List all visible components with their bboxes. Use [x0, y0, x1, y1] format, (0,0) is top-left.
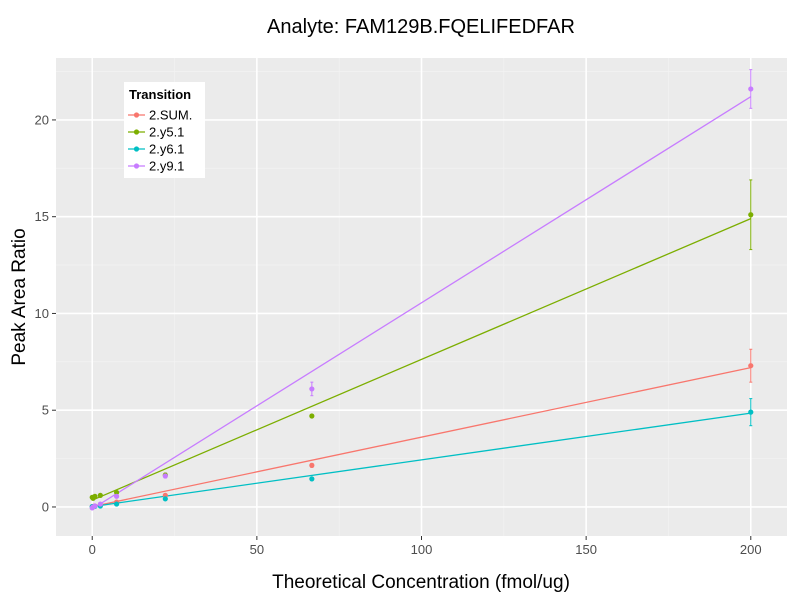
legend-key-point-2-sum — [133, 112, 140, 118]
data-point-2-y6-1 — [748, 409, 754, 415]
x-tick-label: 0 — [89, 542, 96, 557]
x-tick-label: 150 — [575, 542, 597, 557]
y-tick-label: 5 — [42, 403, 49, 418]
data-points — [89, 86, 754, 511]
data-point-2-y5-1 — [92, 493, 98, 499]
data-point-2-y6-1 — [309, 476, 315, 482]
data-point-2-y9-1 — [113, 493, 120, 499]
legend-label-2-sum: 2.SUM. — [149, 108, 192, 123]
y-tick-labels: 0 5 10 15 20 — [35, 112, 49, 514]
legend-entries: 2.SUM. 2.y5.1 2.y6.1 2.y9.1 — [128, 108, 192, 174]
x-tick-labels: 0 50 100 150 200 — [89, 542, 762, 557]
data-point-2-y5-1 — [309, 413, 315, 419]
y-tick-label: 0 — [42, 499, 49, 514]
data-point-2-sum — [309, 462, 315, 468]
data-point-2-y9-1 — [92, 503, 98, 509]
y-axis-title: Peak Area Ratio — [9, 228, 30, 365]
legend-key-point-2-y9-1 — [133, 163, 140, 169]
legend-label-2-y5-1: 2.y5.1 — [149, 125, 184, 140]
data-point-2-y6-1 — [113, 501, 120, 507]
fit-line-2-y5-1 — [91, 218, 752, 501]
x-tick-label: 50 — [250, 542, 264, 557]
y-tick-label: 15 — [35, 209, 49, 224]
x-tick-label: 200 — [740, 542, 762, 557]
legend-title: Transition — [129, 87, 191, 102]
major-gridlines — [56, 58, 787, 536]
legend-key-point-2-y5-1 — [133, 129, 140, 135]
data-point-2-y6-1 — [162, 496, 168, 502]
data-point-2-sum — [748, 363, 754, 369]
data-point-2-y9-1 — [309, 386, 315, 392]
y-tick-label: 20 — [35, 112, 49, 127]
fit-lines — [91, 96, 752, 510]
fit-line-2-y9-1 — [91, 96, 752, 510]
legend-label-2-y9-1: 2.y9.1 — [149, 159, 184, 174]
data-point-2-y9-1 — [97, 501, 103, 507]
legend: Transition 2.SUM. 2.y5.1 2.y6.1 2.y9.1 — [124, 82, 205, 178]
data-point-2-y5-1 — [113, 489, 120, 496]
legend-key-point-2-y6-1 — [133, 146, 140, 152]
axis-ticks — [52, 119, 752, 540]
data-point-2-y9-1 — [162, 473, 168, 479]
data-point-2-y5-1 — [748, 212, 754, 218]
x-axis-title: Theoretical Concentration (fmol/ug) — [272, 572, 570, 593]
x-tick-label: 100 — [411, 542, 433, 557]
legend-label-2-y6-1: 2.y6.1 — [149, 142, 184, 157]
chart-title: Analyte: FAM129B.FQELIFEDFAR — [267, 16, 575, 38]
fit-line-2-sum — [92, 366, 751, 508]
y-tick-label: 10 — [35, 306, 49, 321]
data-point-2-y9-1 — [748, 86, 754, 92]
data-point-2-y5-1 — [97, 492, 103, 498]
fit-line-2-y6-1 — [92, 412, 751, 508]
